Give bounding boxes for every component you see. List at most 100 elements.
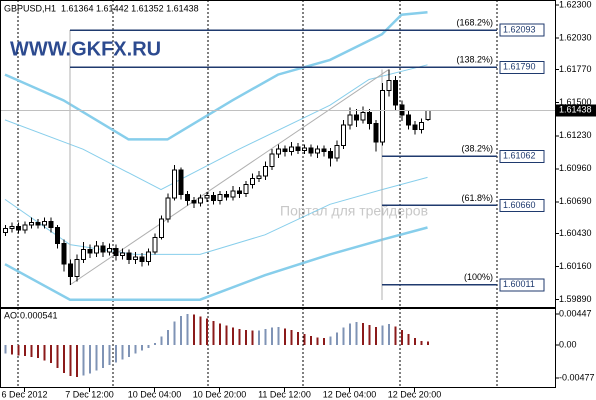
fibo-level-name: (100%) [464,272,493,282]
y-tick-label: 0.00 [559,339,577,349]
candle-body [406,114,411,126]
fibo-level-name: (168.2%) [456,18,493,28]
candle-body [367,112,372,125]
panel-frame [0,0,556,308]
candle-body [341,124,346,147]
candle-body [9,225,15,230]
current-price-box [556,104,596,117]
fibo-price-box [499,198,545,212]
candle-body [302,147,307,151]
watermark: Портал для трейдеров [280,203,428,219]
fibo-price: 1.60011 [503,279,535,289]
candle-body [61,242,67,265]
y-tick-label: 1.60430 [559,228,592,238]
candle-body [328,151,333,159]
candle-body [276,148,281,155]
y-tick-label: 1.61770 [559,64,592,74]
x-tick-label: 10 Dec 04:00 [128,389,182,399]
fibo-price: 1.62093 [503,25,536,35]
candle-body [256,175,262,180]
fibo-level-name: (61.8%) [461,193,493,203]
candle-body [16,225,21,231]
candle-body [425,109,431,120]
y-tick-label: 1.60960 [559,163,592,173]
fibo-price-box [499,23,545,37]
y-tick-label: 1.61500 [559,97,592,107]
watermark: WWW.GKFX.RU [10,38,161,60]
fibo-price: 1.60660 [503,200,536,210]
fibo-level-name: (38.2%) [461,144,493,154]
band-line [4,176,428,255]
candle-body [419,121,424,131]
candle-body [269,153,275,167]
fibo-price-box [499,149,545,163]
candle-body [211,195,216,202]
candle-body [152,236,158,253]
candle-body [81,249,86,260]
candle-body [87,249,93,254]
fibo-level-name: (138.2%) [456,55,493,65]
indicator-value: 0.000541 [20,310,58,320]
candle-body [237,190,242,194]
band-line [4,226,428,301]
candle-body [22,224,28,231]
y-tick-label: 1.61230 [559,130,592,140]
candle-body [224,193,229,198]
candle-body [139,256,145,263]
x-tick-label: 6 Dec 2012 [1,389,47,399]
candle-body [289,146,294,153]
candle-body [29,222,34,226]
candle-body [295,146,301,151]
candle-body [146,251,151,263]
current-price: 1.61438 [559,105,592,115]
candle-body [107,247,112,253]
candle-body [243,184,249,194]
candle-body [55,226,60,244]
fibo-price: 1.61790 [503,62,536,72]
candle-body [393,80,398,106]
fibo-price-box [499,278,545,292]
candle-body [35,222,41,226]
candle-body [94,245,99,254]
candle-body [48,220,54,228]
fibo-trendline [69,69,389,286]
fibo-price: 1.61062 [503,151,536,161]
candle-body [263,165,268,177]
y-tick-label: -0.00477 [559,372,595,382]
candle-body [230,190,236,198]
candle-body [42,220,47,226]
candle-body [354,114,359,121]
x-tick-label: 11 Dec 12:00 [258,389,311,399]
x-tick-label: 10 Dec 20:00 [193,389,247,399]
y-tick-label: 0.00447 [559,308,592,318]
candle-body [217,193,223,202]
band-line [4,64,428,191]
candle-body [347,114,353,126]
candle-body [204,195,210,199]
candle-body [315,148,320,154]
band-line [4,10,428,141]
candle-body [308,147,314,154]
candle-body [133,256,138,260]
candle-body [126,252,132,260]
x-tick-label: 7 Dec 12:00 [65,389,114,399]
x-tick-label: 12 Dec 20:00 [388,389,442,399]
candle-body [373,123,379,143]
y-tick-label: 1.59890 [559,294,592,304]
candle-body [159,218,164,238]
candle-body [360,112,366,121]
candle-body [321,148,327,153]
indicator-title: AO [4,310,17,320]
y-tick-label: 1.60690 [559,196,592,206]
candle-body [178,169,184,195]
candle-body [412,124,418,131]
x-tick-label: 12 Dec 04:00 [323,389,377,399]
candle-body [120,252,125,257]
period-separators [17,0,498,388]
candle-body [191,200,197,204]
candle-body [185,193,190,202]
fibo-price-box [499,60,545,74]
candle-body [250,178,255,186]
y-tick-label: 1.62300 [559,0,592,9]
